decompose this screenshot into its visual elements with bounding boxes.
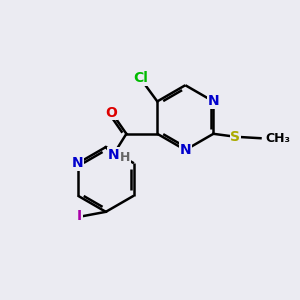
Text: N: N [107,148,119,162]
Text: H: H [120,151,131,164]
Text: N: N [208,94,219,108]
Text: S: S [230,130,241,144]
Text: N: N [72,156,84,170]
Text: Cl: Cl [134,71,148,85]
Text: I: I [77,209,82,223]
Text: O: O [106,106,118,120]
Text: CH₃: CH₃ [265,132,290,145]
Text: N: N [179,143,191,157]
